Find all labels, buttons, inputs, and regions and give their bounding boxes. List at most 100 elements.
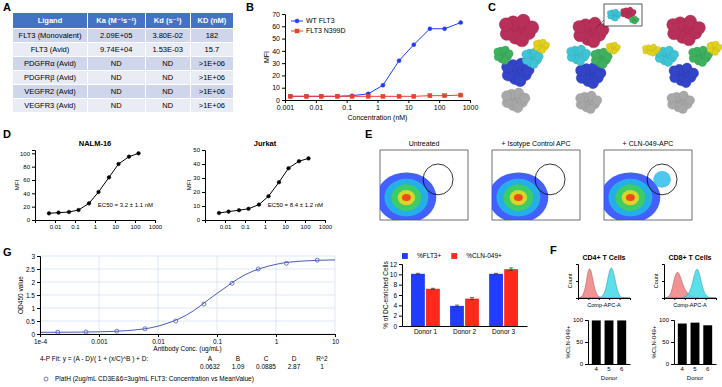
tick: 1000 [149,220,163,230]
plot-area [40,258,335,334]
tick-mark [576,281,578,282]
table-header-cell: Ka (M⁻¹s⁻¹) [88,13,146,29]
tick-mark [599,298,600,300]
flow-density [604,171,671,220]
tick-label: 20 [23,204,30,210]
fit-param-name: R^2 [316,355,328,362]
tick: 10 [405,100,413,111]
flow-population [398,190,416,205]
tick-label: 20 [193,189,200,195]
flow-population [391,184,421,211]
tick: 0 [27,217,35,223]
flow-title: + CLN-049-APC [623,140,674,147]
data-point [227,210,231,214]
tick: 40 [272,48,285,55]
bar [426,289,440,326]
tick [630,298,631,300]
data-point [217,211,221,215]
axis: 456 [675,364,717,372]
x-axis-title: Concentration (nM) [348,114,408,122]
error-bar [470,298,474,300]
axis: 00.511.522.53 [26,253,41,338]
tick-mark [75,220,76,223]
tick-label: 1 [264,224,268,230]
tick-label: Donor 2 [453,328,477,335]
tick-mark [37,269,40,270]
data-point [87,202,91,206]
axis [662,265,665,299]
table-header-cell: Kd (s⁻¹) [145,13,190,29]
tick [685,298,686,300]
structure-atom [501,57,509,65]
tick-mark [202,150,205,151]
tick-label: 0 [197,217,201,223]
tick-mark [671,342,674,343]
tick-mark [37,295,40,296]
plot-area [578,268,630,298]
structure-atom [506,50,514,58]
tick-mark [685,298,686,300]
tick [599,298,600,300]
axis [579,298,631,300]
structure-atom [615,45,620,50]
y-axis-group: 050100 [659,317,675,367]
tick-mark [202,220,205,221]
legend: PlatH (2ug/mL CD3E&6=3ug/mL FLT3: Concen… [44,375,254,383]
table-row: FLT3 (Avid)9.74E+041.53E-0315.7 [13,43,234,57]
data-point [277,180,281,184]
chart: CD8+ T CellsComp-APC-ACount [653,254,717,308]
structure-atom [670,50,678,58]
data-point [381,83,385,87]
legend-swatch [402,253,408,259]
y-axis-title: MFI [14,180,20,191]
table-cell: 9.74E+04 [88,43,146,57]
tick-mark [335,334,336,337]
tick [662,298,664,299]
tick-mark [662,298,664,299]
tick: 70 [272,11,285,18]
tick: 6 [620,364,624,372]
y-axis-group: 01020304050 [193,147,205,223]
tick-label: 2 [393,312,397,319]
tick-label: 70 [272,11,280,18]
grid-line [40,295,335,296]
data-point [350,94,354,98]
tick-mark [265,220,266,223]
tick [706,298,707,300]
structure-atom [716,44,722,50]
plot-area [678,323,712,364]
data-point [443,27,447,31]
tick: 60 [23,177,35,183]
legend-item: WT FLT3 [291,17,335,24]
tick: 1 [31,305,40,312]
histogram-area [578,268,630,298]
tick: 40 [23,191,35,197]
tick-label: 0.1 [71,224,80,230]
data-point [459,93,463,97]
legend-item: %CLN-049+ [451,252,502,259]
tick: 6 [393,292,402,299]
tick [674,298,675,300]
tick-label: 10 [332,338,340,345]
tick-mark [585,320,588,321]
bar [691,323,700,364]
tick-mark [408,100,409,103]
structure-atom [606,43,611,48]
axis: 0.010.11101001000 [206,220,333,230]
axis-line [671,321,675,365]
axis-line [589,364,631,365]
tick: 80 [23,164,35,170]
tick-mark [202,206,205,207]
flow-plot: + CLN-049-APC [600,140,692,223]
flow-gate [647,164,677,195]
tick-label: 100 [434,104,446,111]
tick-label: 1.5 [26,292,35,299]
tick: 0 [393,323,402,330]
tick-mark [37,308,40,309]
tick-label: 1e-4 [34,338,47,345]
tick-mark [378,100,379,103]
fit-param-name: D [292,355,297,362]
table: LigandKa (M⁻¹s⁻¹)Kd (s⁻¹)KD (nM)FLT3 (Mo… [12,12,234,113]
tick-mark [99,334,100,337]
tick-mark [399,264,402,265]
